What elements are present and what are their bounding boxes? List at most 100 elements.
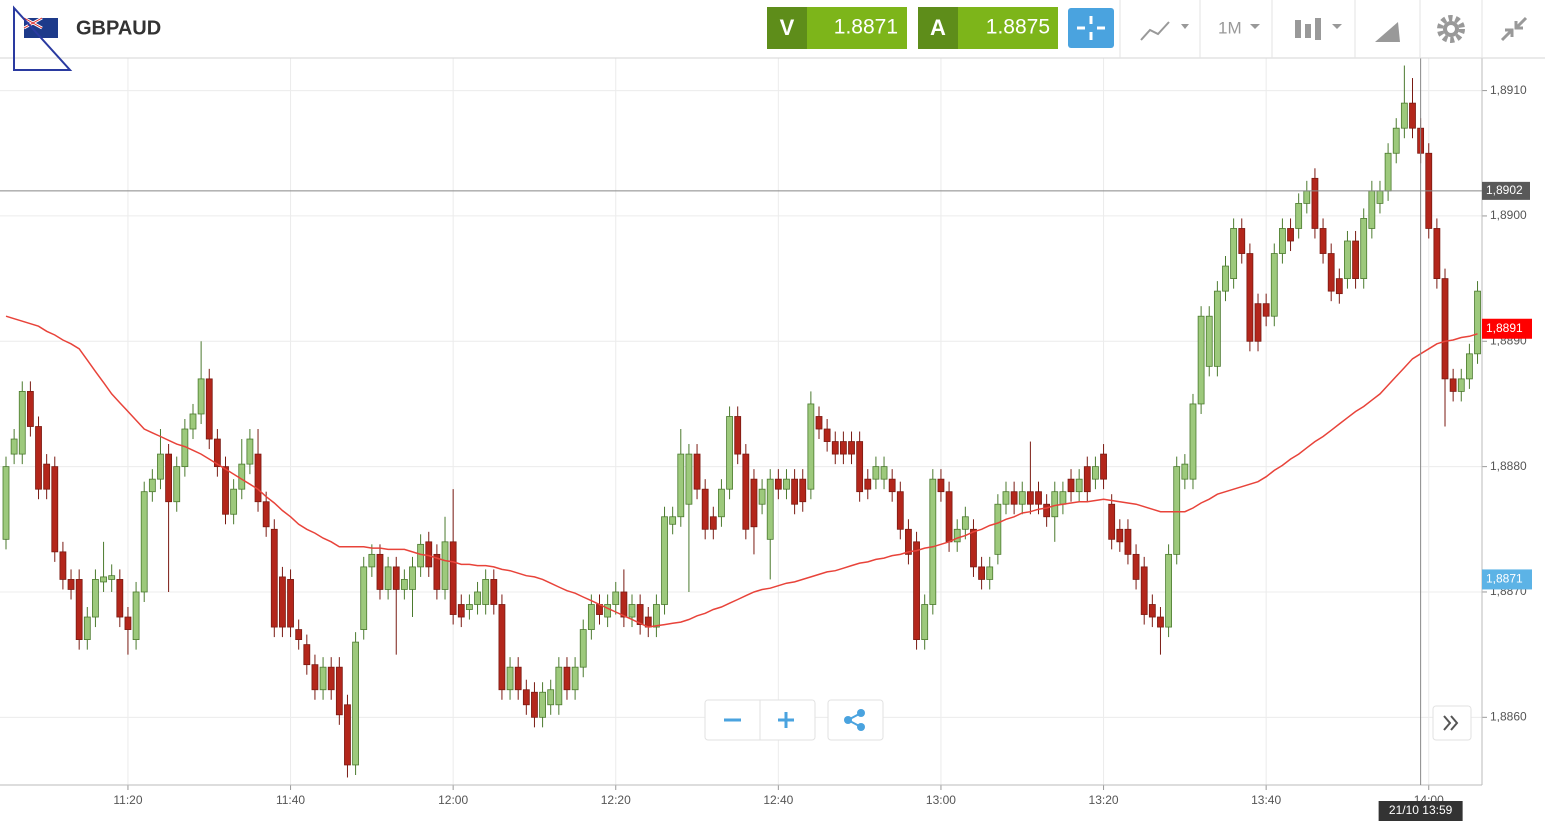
candle-body <box>1262 303 1270 317</box>
price-marker <box>1482 318 1532 339</box>
buy-label-bg[interactable] <box>918 7 958 49</box>
candle-body <box>864 478 872 490</box>
candle-body <box>1254 303 1262 342</box>
collapse-button[interactable] <box>1500 16 1528 42</box>
candle-body <box>246 438 254 465</box>
candle-body <box>1222 265 1229 292</box>
candle-body <box>75 579 83 641</box>
candle-body <box>766 478 774 540</box>
buy-label[interactable]: A <box>930 15 946 40</box>
candle-body <box>929 478 937 605</box>
candle-body <box>1384 152 1392 192</box>
candle-body <box>823 428 831 442</box>
candle-body <box>1132 553 1140 580</box>
candles-button[interactable] <box>1295 18 1342 40</box>
scroll-end-button[interactable] <box>1432 705 1472 741</box>
candle-body <box>287 579 294 628</box>
candle-body <box>896 491 904 530</box>
candle-body <box>352 641 359 766</box>
candle-body <box>311 664 319 691</box>
candle-body <box>905 528 912 555</box>
candle-body <box>970 528 977 568</box>
timeframe[interactable]: 1M <box>1218 18 1242 37</box>
candle-body <box>344 704 351 766</box>
moving-average <box>5 315 1478 628</box>
candle-body <box>100 576 107 583</box>
candle-body <box>839 441 847 455</box>
candle-body <box>1441 278 1449 380</box>
candle-body <box>978 566 985 580</box>
candle-body <box>921 604 929 640</box>
candle-body <box>279 576 286 628</box>
candle-body <box>701 488 709 530</box>
candle-body <box>1067 478 1075 493</box>
candle-body <box>449 541 457 615</box>
draw-button[interactable] <box>1375 22 1400 42</box>
zoom-controls <box>704 699 1472 741</box>
toolbar: GBPAUD V 1.8871 A 1.8875 1M <box>0 0 1545 71</box>
settings-button[interactable] <box>1437 15 1465 43</box>
x-tick-label: 12:20 <box>601 793 631 807</box>
sell-label-bg[interactable] <box>767 7 807 49</box>
sell-price[interactable]: 1.8871 <box>834 16 898 39</box>
candle-body <box>1165 553 1172 628</box>
candle-body <box>2 466 10 540</box>
crosshair-time: 21/10 13:59 <box>1389 803 1453 817</box>
candle-body <box>1035 491 1042 505</box>
candle-body <box>1376 190 1384 204</box>
candle-body <box>1311 177 1319 229</box>
candle-body <box>1026 491 1034 505</box>
candle-body <box>360 566 368 630</box>
candle-body <box>26 391 34 427</box>
candle-body <box>51 466 59 553</box>
candle-body <box>67 579 75 590</box>
series <box>2 65 1481 778</box>
candle-body <box>693 453 701 490</box>
candle-body <box>953 528 961 543</box>
candle-body <box>815 416 823 430</box>
timeframe-arrow[interactable] <box>1250 24 1260 29</box>
candle-body <box>400 579 408 590</box>
y-tick-label: 1,8860 <box>1490 709 1527 723</box>
share-button[interactable] <box>827 699 884 741</box>
candle-body <box>197 378 205 415</box>
candle-body <box>1327 253 1335 292</box>
candle-body <box>1466 353 1473 380</box>
candle-body <box>1148 604 1156 618</box>
candle-body <box>59 551 67 580</box>
candle-body <box>506 666 514 691</box>
candle-body <box>474 591 481 605</box>
candle-body <box>417 543 425 568</box>
candle-body <box>189 413 197 430</box>
crosshair-price: 1,8902 <box>1486 183 1523 197</box>
candle-body <box>1287 228 1294 242</box>
candle-body <box>173 466 181 503</box>
chart-type-button[interactable] <box>1140 21 1189 41</box>
candle-body <box>514 666 522 691</box>
candle-body <box>718 488 725 518</box>
x-tick-label: 13:40 <box>1251 793 1281 807</box>
buy-price[interactable]: 1.8875 <box>986 16 1050 39</box>
y-tick-label: 1,8910 <box>1490 83 1527 97</box>
sell-label[interactable]: V <box>780 15 795 40</box>
price-marker-label: 1,8891 <box>1486 321 1523 335</box>
candle-body <box>409 566 416 590</box>
candle-body <box>1392 127 1400 154</box>
candle-body <box>1279 228 1286 254</box>
x-tick-label: 13:00 <box>926 793 956 807</box>
sell-button[interactable]: V 1.8871 <box>767 7 907 49</box>
buy-button[interactable]: A 1.8875 <box>918 7 1058 49</box>
x-tick-label: 11:20 <box>113 793 142 807</box>
candle-body <box>376 553 384 590</box>
zoom-in[interactable] <box>778 712 794 728</box>
candle-body <box>132 591 140 641</box>
candle-body <box>368 553 376 568</box>
candle-body <box>872 466 880 480</box>
candle-body <box>425 541 433 568</box>
candle-body <box>1344 240 1351 280</box>
candle-body <box>116 579 124 618</box>
crosshair-button[interactable] <box>1068 8 1114 48</box>
candle-body <box>945 491 953 543</box>
candle-body <box>685 453 693 505</box>
